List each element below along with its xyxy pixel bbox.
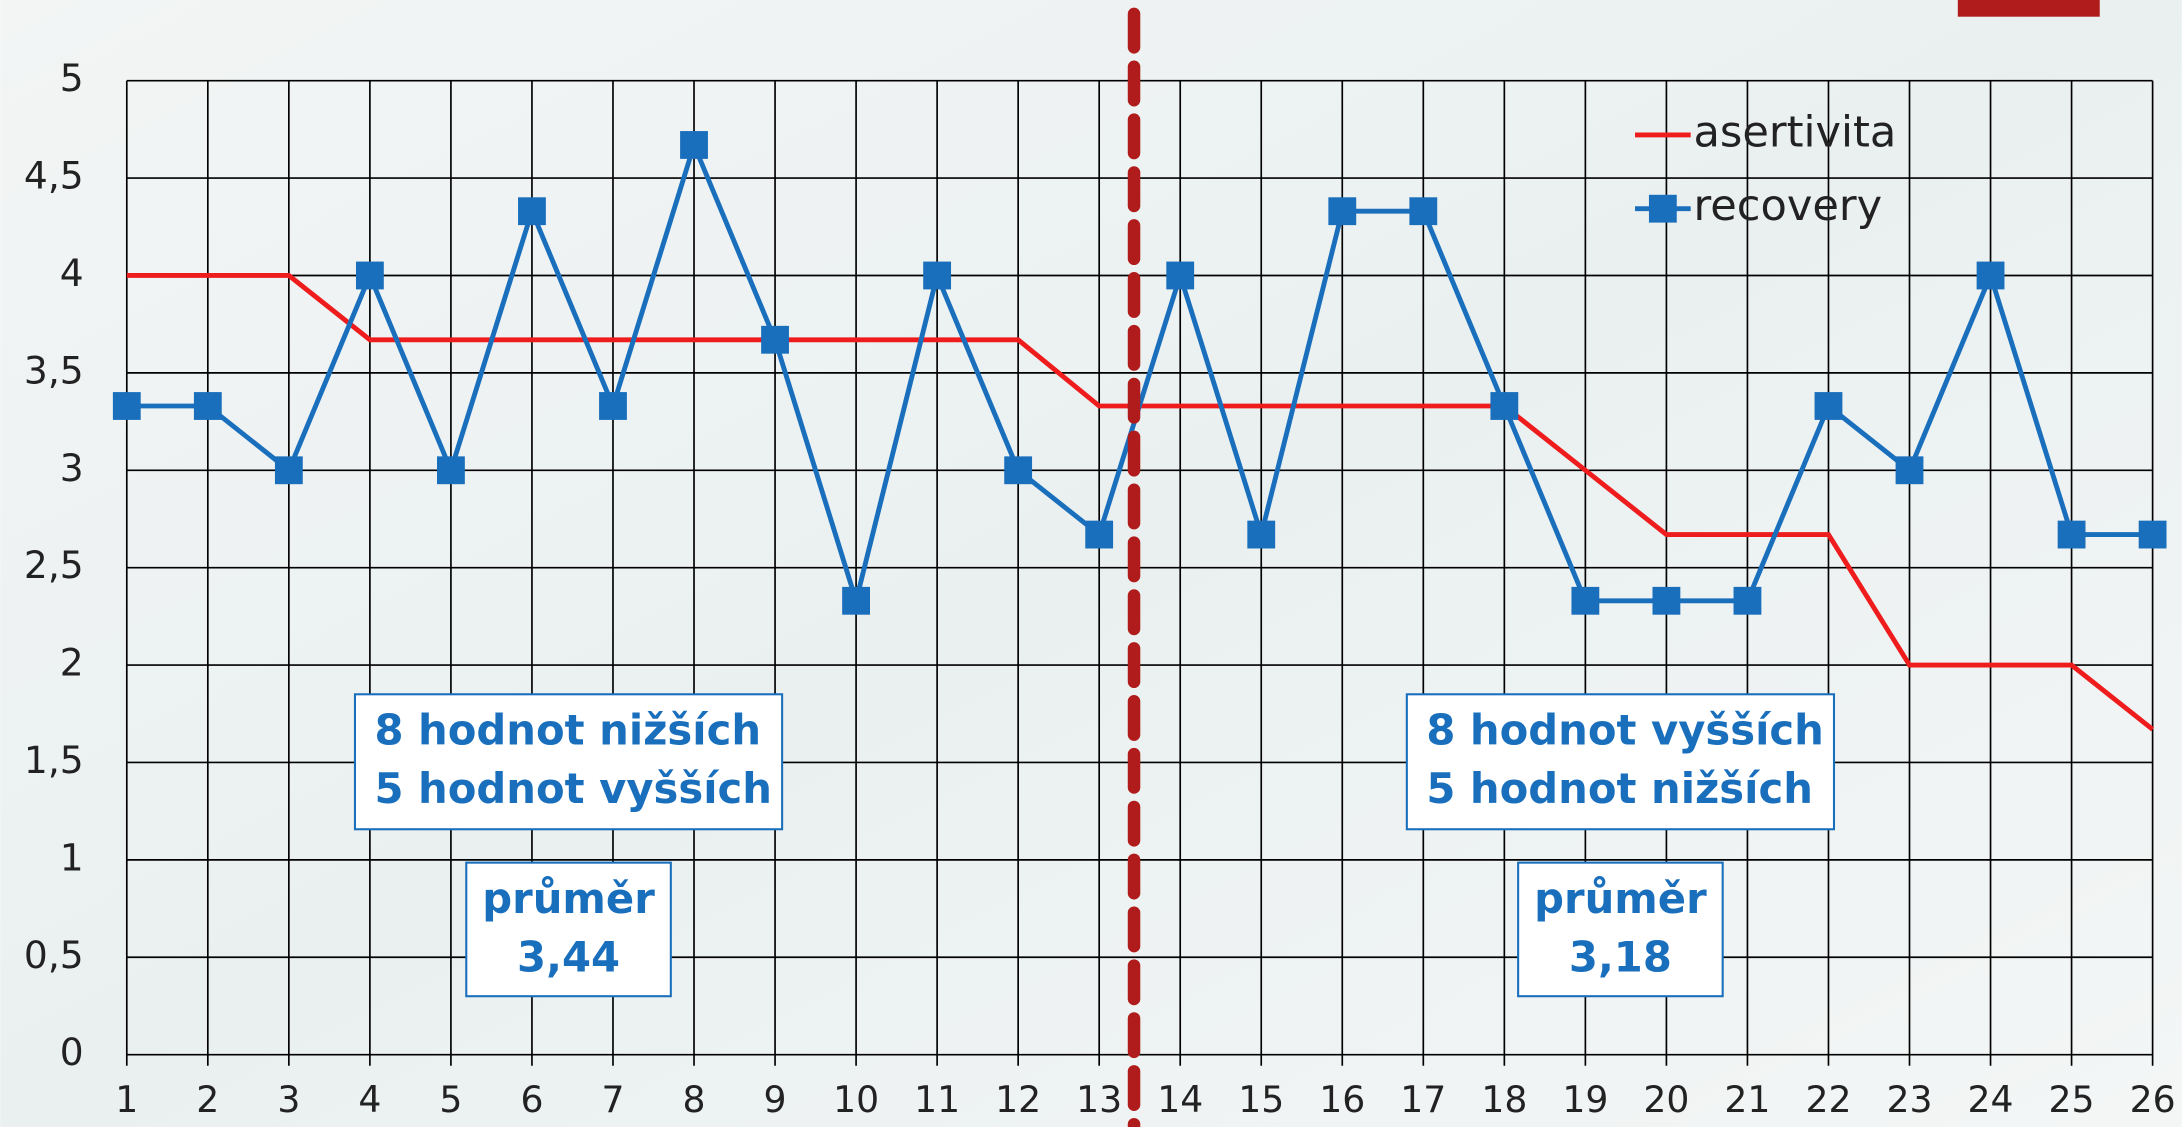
- x-tick-label: 23: [1887, 1078, 1933, 1121]
- y-tick-label: 0,5: [24, 933, 84, 977]
- x-tick-label: 12: [995, 1078, 1041, 1121]
- decoration: [1957, 0, 2100, 17]
- y-tick-label: 1,5: [24, 738, 84, 782]
- point: [437, 456, 465, 485]
- annotation-text: průměr: [1534, 874, 1707, 923]
- x-tick-label: 19: [1562, 1078, 1608, 1121]
- y-tick-label: 1: [60, 835, 84, 879]
- point: [1652, 586, 1681, 615]
- x-tick-label: 20: [1643, 1078, 1689, 1121]
- x-tick-label: 11: [914, 1078, 960, 1121]
- annotation-box: [465, 861, 672, 998]
- point: [1328, 197, 1357, 226]
- legend-label: recovery: [1693, 181, 1882, 231]
- x-tick-label: 14: [1157, 1078, 1203, 1121]
- point: [112, 392, 141, 420]
- x-tick-label: 26: [2130, 1078, 2176, 1121]
- legend-marker: [1648, 194, 1677, 223]
- point: [193, 392, 222, 420]
- x-tick-label: 18: [1481, 1078, 1527, 1121]
- x-tick-label: 25: [2049, 1078, 2095, 1121]
- point: [2057, 520, 2086, 549]
- point: [2138, 520, 2167, 549]
- point: [274, 456, 303, 485]
- annotation-box: [1405, 693, 1836, 831]
- point: [1976, 261, 2005, 290]
- x-tick-label: 1: [115, 1078, 138, 1121]
- point: [1490, 392, 1519, 420]
- x-tick-label: 21: [1724, 1078, 1770, 1121]
- y-tick-label: 3: [60, 446, 84, 490]
- y-tick-label: 2,5: [24, 543, 84, 587]
- x-tick-label: 4: [358, 1078, 381, 1121]
- x-tick-label: 3: [277, 1078, 300, 1121]
- point: [1409, 197, 1438, 226]
- annotation-text: průměr: [482, 874, 655, 923]
- point: [1895, 456, 1924, 485]
- annotation-text: 3,18: [1569, 933, 1672, 982]
- x-tick-label: 10: [833, 1078, 879, 1121]
- point: [1571, 586, 1600, 615]
- point: [761, 325, 789, 354]
- x-tick-label: 15: [1238, 1078, 1284, 1121]
- x-tick-label: 22: [1805, 1078, 1851, 1121]
- x-tick-label: 8: [683, 1078, 706, 1121]
- point: [355, 261, 384, 290]
- annotation-text: 8 hodnot vyšších: [1426, 706, 1824, 755]
- y-tick-label: 0: [60, 1030, 84, 1074]
- y-tick-label: 5: [60, 56, 84, 100]
- point: [842, 586, 870, 615]
- legend-label: asertivita: [1693, 107, 1896, 157]
- x-tick-label: 6: [520, 1078, 543, 1121]
- point: [923, 261, 952, 290]
- annotation-text: 3,44: [517, 933, 620, 982]
- annotation-box: [1517, 861, 1724, 998]
- point: [1247, 520, 1276, 549]
- annotation-box: [353, 693, 784, 831]
- annotation-text: 5 hodnot nižších: [1426, 764, 1813, 813]
- point: [680, 131, 708, 159]
- y-tick-label: 3,5: [24, 348, 84, 392]
- point: [599, 392, 627, 420]
- x-tick-label: 2: [196, 1078, 219, 1121]
- annotation-text: 5 hodnot vyšších: [374, 764, 772, 813]
- x-tick-label: 5: [439, 1078, 462, 1121]
- point: [518, 197, 546, 226]
- y-tick-label: 4,5: [24, 154, 84, 198]
- point: [1166, 261, 1195, 290]
- x-tick-label: 16: [1319, 1078, 1365, 1121]
- x-tick-label: 24: [1968, 1078, 2014, 1121]
- x-tick-label: 9: [764, 1078, 787, 1121]
- y-tick-label: 4: [60, 251, 84, 295]
- x-tick-label: 13: [1076, 1078, 1122, 1121]
- x-tick-label: 7: [601, 1078, 624, 1121]
- y-tick-label: 2: [60, 641, 84, 685]
- point: [1814, 392, 1843, 420]
- point: [1004, 456, 1033, 485]
- x-tick-label: 17: [1400, 1078, 1446, 1121]
- point: [1085, 520, 1114, 549]
- annotation-text: 8 hodnot nižších: [374, 706, 761, 755]
- point: [1733, 586, 1762, 615]
